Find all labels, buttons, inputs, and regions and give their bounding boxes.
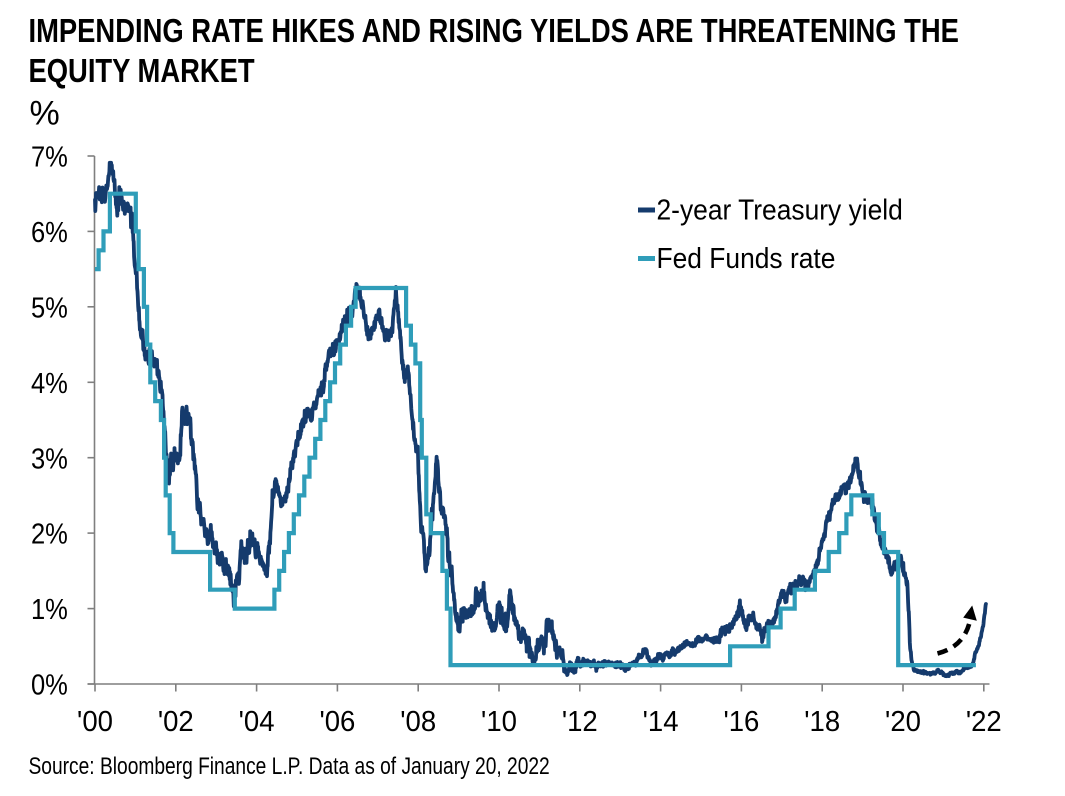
svg-text:'02: '02 [158,704,194,737]
svg-text:%: % [30,95,60,133]
svg-text:'12: '12 [562,704,598,737]
svg-text:2%: 2% [31,517,68,550]
svg-text:IMPENDING RATE HIKES AND RISIN: IMPENDING RATE HIKES AND RISING YIELDS A… [29,14,959,50]
svg-text:'04: '04 [239,704,275,737]
svg-text:'20: '20 [885,704,921,737]
svg-text:'10: '10 [481,704,517,737]
svg-text:Fed Funds rate: Fed Funds rate [657,242,836,274]
svg-text:'22: '22 [966,704,1002,737]
svg-text:7%: 7% [31,140,68,173]
svg-text:EQUITY MARKET: EQUITY MARKET [29,54,256,90]
svg-text:'16: '16 [723,704,759,737]
svg-text:Source: Bloomberg Finance L.P.: Source: Bloomberg Finance L.P. Data as o… [29,752,550,780]
svg-text:5%: 5% [31,291,68,324]
svg-text:3%: 3% [31,442,68,475]
svg-text:'18: '18 [804,704,840,737]
svg-text:'00: '00 [77,704,113,737]
svg-text:0%: 0% [31,668,68,701]
svg-text:4%: 4% [31,366,68,399]
svg-text:2-year Treasury yield: 2-year Treasury yield [657,193,903,225]
svg-text:'14: '14 [643,704,679,737]
svg-text:1%: 1% [31,593,68,626]
svg-text:'08: '08 [400,704,436,737]
svg-text:'06: '06 [319,704,355,737]
svg-text:6%: 6% [31,215,68,248]
